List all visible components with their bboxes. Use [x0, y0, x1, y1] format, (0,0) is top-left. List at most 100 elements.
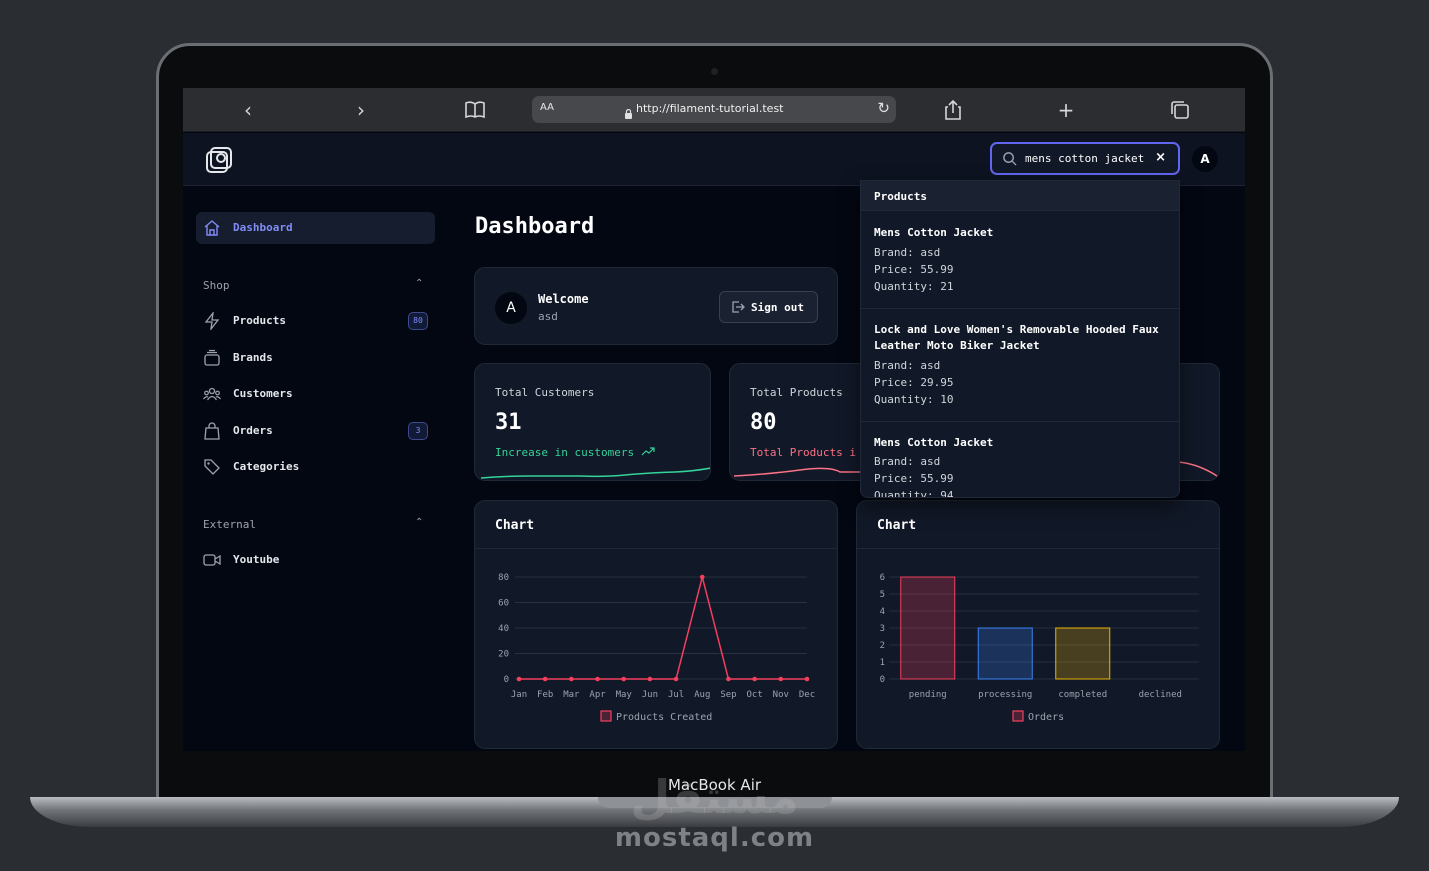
app-logo-icon[interactable] — [205, 146, 233, 174]
data-point — [516, 676, 522, 682]
results-group-label: Products — [874, 190, 927, 203]
sidebar-item-dashboard[interactable]: Dashboard — [196, 212, 435, 244]
data-point — [542, 676, 548, 682]
legend-swatch — [600, 710, 612, 722]
y-tick-label: 60 — [498, 599, 509, 609]
y-tick-label: 2 — [880, 641, 885, 651]
forward-icon[interactable]: › — [357, 98, 365, 122]
result-brand: Brand: asd — [874, 359, 941, 372]
back-icon[interactable]: ‹ — [244, 98, 252, 122]
result-price: Price: 29.95 — [874, 376, 954, 389]
address-bar[interactable]: AA http://filament-tutorial.test ↻ — [532, 96, 896, 123]
x-tick-label: Jul — [668, 690, 684, 700]
y-tick-label: 5 — [880, 590, 885, 600]
result-brand: Brand: asd — [874, 455, 941, 468]
sidebar-item-customers[interactable]: Customers — [196, 378, 435, 410]
tabs-icon[interactable] — [1169, 100, 1191, 122]
y-tick-label: 3 — [880, 624, 885, 634]
search-result-item[interactable]: Lock and Love Women's Removable Hooded F… — [861, 309, 1179, 422]
logout-icon — [732, 301, 745, 313]
device-brand-label: MacBook Air — [667, 776, 762, 794]
stat-description: Increase in customers — [495, 446, 655, 459]
x-tick-label: Aug — [694, 690, 710, 700]
sign-out-button[interactable]: Sign out — [719, 291, 818, 323]
avatar: A — [495, 292, 527, 324]
bookmarks-icon[interactable] — [464, 100, 486, 122]
x-tick-label: May — [616, 690, 633, 700]
x-tick-label: completed — [1058, 690, 1107, 700]
y-tick-label: 1 — [880, 658, 885, 668]
search-input[interactable]: mens cotton jacket — [1025, 152, 1145, 165]
result-title: Lock and Love Women's Removable Hooded F… — [874, 323, 1159, 352]
y-tick-label: 4 — [880, 607, 885, 617]
stat-value: 80 — [750, 410, 777, 435]
welcome-heading: Welcome — [538, 292, 589, 306]
data-point — [778, 676, 784, 682]
result-brand: Brand: asd — [874, 246, 941, 259]
x-tick-label: Nov — [773, 690, 789, 700]
y-tick-label: 0 — [504, 675, 509, 685]
stat-label: Total Products — [750, 386, 843, 399]
search-result-item[interactable]: Mens Cotton Jacket Brand: asd Price: 55.… — [861, 422, 1179, 497]
trending-up-icon — [641, 447, 655, 456]
customers-sparkline — [480, 467, 710, 479]
shopping-bag-icon — [204, 422, 220, 440]
legend-label: Orders — [1028, 712, 1064, 723]
screen: ‹ › AA http://filament-tutorial.test ↻ + — [183, 88, 1245, 751]
chevron-up-icon[interactable]: ⌃ — [415, 517, 424, 528]
data-point — [752, 676, 757, 682]
x-tick-label: Sep — [720, 690, 736, 700]
data-point — [595, 676, 600, 682]
share-icon[interactable] — [942, 99, 964, 121]
welcome-username: asd — [538, 310, 558, 323]
data-point — [673, 676, 679, 682]
sidebar-item-categories[interactable]: Categories — [196, 451, 435, 483]
bar — [1055, 627, 1111, 680]
global-search[interactable]: mens cotton jacket × — [990, 142, 1180, 175]
tag-icon — [204, 459, 220, 475]
clear-search-icon[interactable]: × — [1155, 150, 1166, 165]
sidebar-item-label: Products — [233, 314, 286, 327]
watermark-url: mostaql.com — [614, 823, 815, 853]
sidebar-item-label: Youtube — [233, 553, 280, 566]
x-tick-label: declined — [1139, 690, 1182, 700]
user-avatar[interactable]: A — [1192, 146, 1218, 172]
laptop-notch — [598, 797, 832, 808]
x-tick-label: Mar — [563, 690, 580, 700]
chevron-up-icon[interactable]: ⌃ — [415, 278, 424, 289]
legend-label: Products Created — [616, 712, 712, 723]
search-icon — [1003, 152, 1017, 166]
camera — [711, 68, 718, 75]
orders-count-badge: 3 — [408, 422, 428, 440]
browser-toolbar: ‹ › AA http://filament-tutorial.test ↻ + — [183, 88, 1245, 132]
sidebar-item-youtube[interactable]: Youtube — [196, 544, 435, 576]
sidebar-item-label: Categories — [233, 460, 300, 473]
reload-icon[interactable]: ↻ — [877, 99, 890, 117]
sidebar-item-brands[interactable]: Brands — [196, 342, 435, 374]
x-tick-label: processing — [978, 690, 1032, 700]
sidebar-item-orders[interactable]: Orders 3 — [196, 415, 435, 447]
new-tab-icon[interactable]: + — [1057, 98, 1075, 122]
data-point — [569, 676, 574, 682]
sidebar-group-shop[interactable]: Shop — [203, 279, 230, 292]
sidebar-group-external[interactable]: External — [203, 518, 256, 531]
chart-header: Chart — [475, 501, 837, 549]
sidebar: Dashboard Shop ⌃ Products 80 Brands Cust… — [183, 187, 448, 751]
sidebar-item-products[interactable]: Products 80 — [196, 305, 435, 337]
result-quantity: Quantity: 21 — [874, 280, 954, 293]
reader-button[interactable]: AA — [540, 102, 554, 113]
search-result-item[interactable]: Mens Cotton Jacket Brand: asd Price: 55.… — [861, 212, 1179, 309]
products-chart-card: Chart 0 20 40 60 80 Jan Feb Mar Apr May Jun Jul Aug S… — [474, 500, 838, 749]
x-tick-label: Jan — [511, 690, 527, 700]
data-point — [804, 676, 810, 682]
lock-icon — [625, 104, 632, 119]
bolt-icon — [204, 312, 220, 330]
orders-chart-card: Chart 0 1 2 3 4 5 6 pending processing completed d… — [856, 500, 1220, 749]
stack-icon — [204, 349, 220, 366]
data-point — [699, 574, 705, 580]
y-tick-label: 0 — [880, 675, 885, 685]
products-line-chart: 0 20 40 60 80 Jan Feb Mar Apr May Jun Jul Aug Sep Oct N… — [498, 573, 815, 723]
welcome-card: A Welcome asd Sign out — [474, 267, 838, 345]
app-topbar: mens cotton jacket × A — [183, 133, 1245, 186]
result-title: Mens Cotton Jacket — [874, 226, 994, 239]
